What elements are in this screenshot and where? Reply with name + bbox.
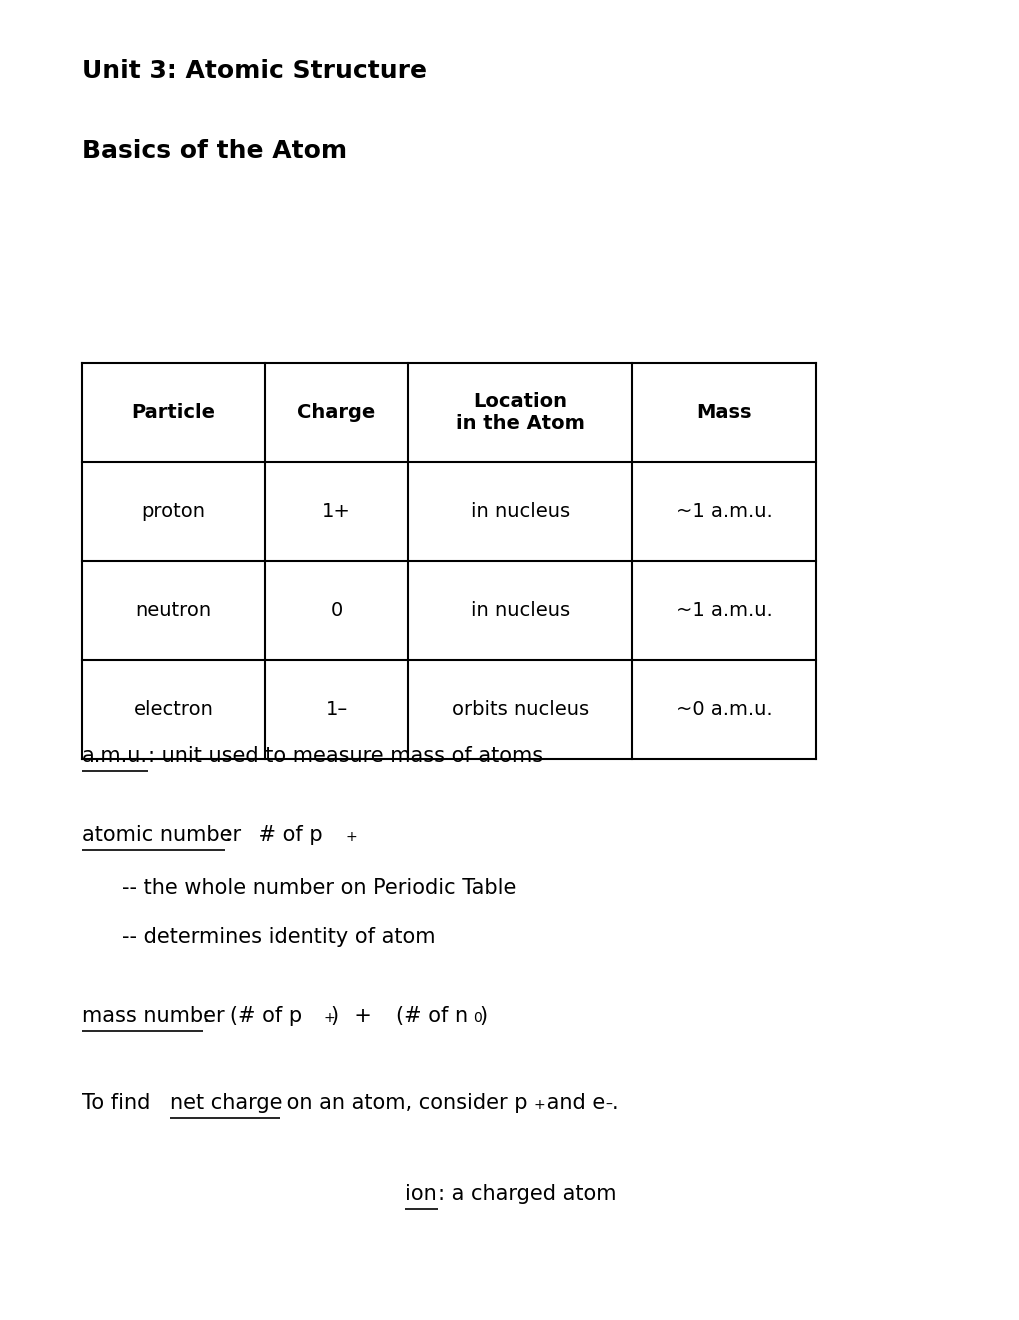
Text: Unit 3: Atomic Structure: Unit 3: Atomic Structure [82, 59, 426, 83]
Text: : a charged atom: : a charged atom [438, 1184, 616, 1204]
Text: a.m.u.: a.m.u. [82, 746, 148, 766]
Text: on an atom, consider p: on an atom, consider p [279, 1093, 527, 1113]
Text: +: + [324, 1011, 335, 1026]
Text: (# of n: (# of n [396, 1006, 468, 1026]
Text: proton: proton [142, 502, 205, 521]
Text: Charge: Charge [298, 403, 375, 422]
Text: ~1 a.m.u.: ~1 a.m.u. [676, 601, 771, 620]
Text: -- determines identity of atom: -- determines identity of atom [122, 927, 435, 946]
Text: To find: To find [82, 1093, 157, 1113]
Text: 0: 0 [330, 601, 342, 620]
Text: Location
in the Atom: Location in the Atom [455, 392, 584, 433]
Text: 1–: 1– [325, 700, 347, 719]
Text: +: + [341, 1006, 385, 1026]
Text: –: – [605, 1098, 611, 1113]
Text: 0: 0 [473, 1011, 482, 1026]
Text: :    # of p: : # of p [224, 825, 322, 845]
Text: : unit used to measure mass of atoms: : unit used to measure mass of atoms [148, 746, 542, 766]
Text: neutron: neutron [136, 601, 211, 620]
Text: ~1 a.m.u.: ~1 a.m.u. [676, 502, 771, 521]
Text: .: . [611, 1093, 618, 1113]
Text: :   (# of p: : (# of p [203, 1006, 302, 1026]
Text: Basics of the Atom: Basics of the Atom [82, 139, 346, 162]
Text: -- the whole number on Periodic Table: -- the whole number on Periodic Table [122, 878, 517, 898]
Text: net charge: net charge [169, 1093, 282, 1113]
Text: 1+: 1+ [322, 502, 351, 521]
Text: Mass: Mass [696, 403, 751, 422]
Text: ~0 a.m.u.: ~0 a.m.u. [676, 700, 771, 719]
Text: orbits nucleus: orbits nucleus [451, 700, 588, 719]
Text: and e: and e [539, 1093, 604, 1113]
Text: ): ) [479, 1006, 487, 1026]
Text: ): ) [330, 1006, 338, 1026]
Text: ion: ion [405, 1184, 437, 1204]
Text: +: + [533, 1098, 544, 1113]
Text: electron: electron [133, 700, 213, 719]
Text: atomic number: atomic number [82, 825, 240, 845]
Text: mass number: mass number [82, 1006, 224, 1026]
Text: +: + [345, 830, 358, 845]
Text: Particle: Particle [131, 403, 215, 422]
Text: in nucleus: in nucleus [470, 502, 570, 521]
Text: in nucleus: in nucleus [470, 601, 570, 620]
